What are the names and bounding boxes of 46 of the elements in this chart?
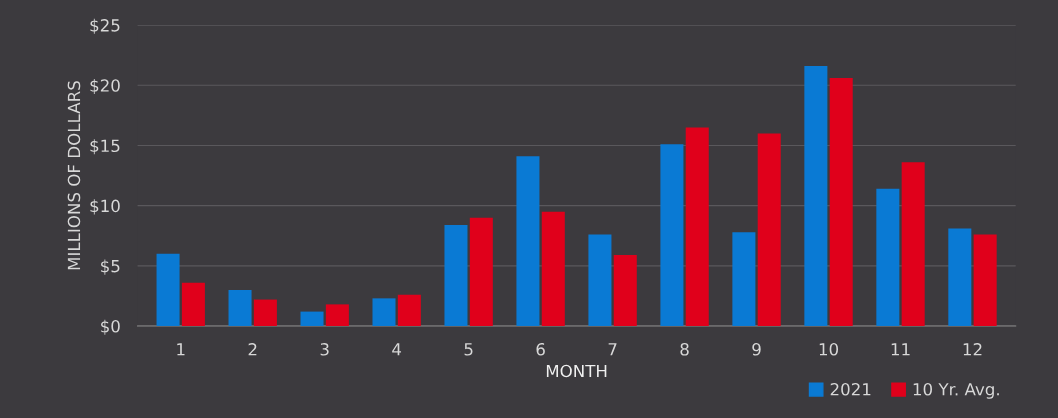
bar [253,299,277,327]
bar [973,234,997,327]
bar [156,253,180,327]
y-tick-label: $5 [101,259,120,275]
x-tick-label: 9 [752,343,761,356]
bar [901,162,925,327]
bar [588,234,612,327]
bar [757,133,781,327]
bar [660,144,684,327]
x-axis-title: MONTH [546,364,607,378]
bar [444,224,468,327]
y-tick-label: $20 [90,78,120,95]
x-tick-label: 6 [536,343,545,356]
y-tick-label: $10 [90,199,120,215]
x-tick-label: 1 [177,343,185,356]
bar [397,294,421,327]
bar [300,311,324,327]
bar [228,289,252,327]
bar [829,78,853,327]
y-tick-label: $0 [101,319,120,335]
bar [948,228,972,327]
x-tick-label: 3 [320,343,329,356]
legend-label: 10 Yr. Avg. [913,382,999,399]
bar [685,127,709,327]
bar [469,217,493,327]
bar [516,156,540,327]
x-tick-label: 11 [891,343,910,356]
x-tick-label: 4 [392,343,402,356]
bar [372,298,396,327]
x-tick-label: 10 [819,343,839,356]
bar [613,255,637,327]
y-tick-label: $15 [90,139,120,155]
x-tick-label: 12 [963,343,982,356]
bar [732,232,756,327]
x-tick-label: 7 [608,343,617,356]
bar [181,282,205,327]
x-tick-label: 5 [464,343,473,356]
x-tick-label: 8 [680,343,689,356]
bar [541,211,565,327]
bar [804,66,828,327]
y-tick-label: $25 [90,18,120,34]
bar [325,304,349,327]
x-tick-label: 2 [248,343,257,356]
legend-label: 2021 [830,382,871,396]
y-axis-title: MILLIONS OF DOLLARS [67,81,81,270]
bar [876,188,900,327]
